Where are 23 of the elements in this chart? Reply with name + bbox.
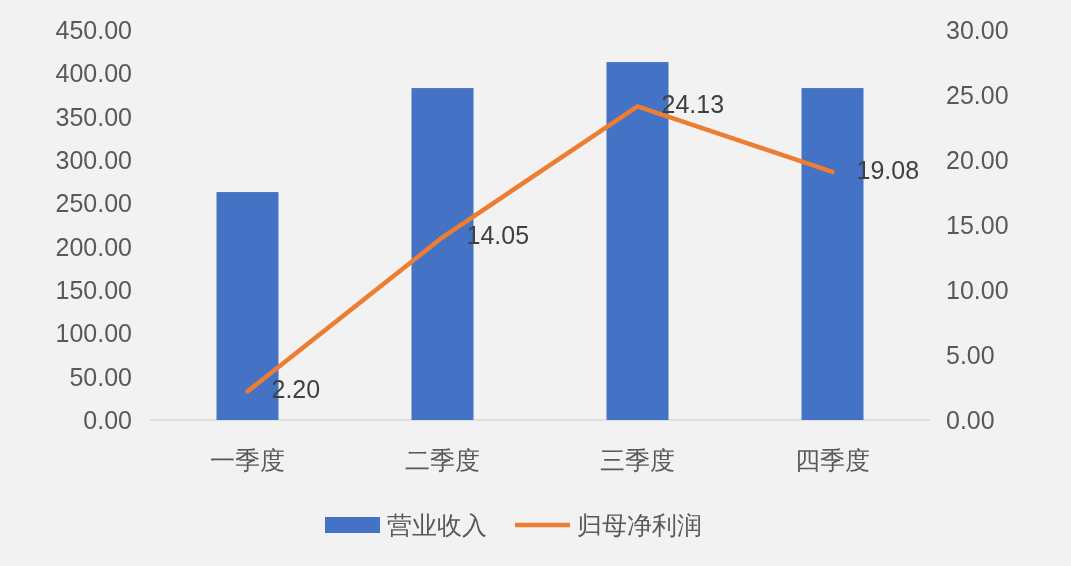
y2-tick-label: 0.00 <box>946 406 995 434</box>
y-tick-label: 100.00 <box>55 319 132 348</box>
y2-tick-label: 10.00 <box>946 276 1009 304</box>
legend-label: 营业收入 <box>387 511 487 539</box>
y-tick-label: 50.00 <box>69 362 132 391</box>
y2-tick-label: 20.00 <box>946 146 1009 174</box>
y-tick-label: 300.00 <box>55 146 132 174</box>
x-tick-label: 二季度 <box>405 446 480 474</box>
legend-label: 归母净利润 <box>577 511 702 539</box>
y2-tick-label: 15.00 <box>946 211 1009 239</box>
x-tick-label: 一季度 <box>210 446 285 474</box>
y-tick-label: 450.00 <box>55 16 132 44</box>
y-tick-label: 0.00 <box>83 406 132 434</box>
x-tick-label: 四季度 <box>795 446 870 474</box>
x-tick-label: 三季度 <box>600 446 675 474</box>
y-tick-label: 250.00 <box>55 189 132 218</box>
y-tick-label: 200.00 <box>55 232 132 261</box>
y2-tick-label: 25.00 <box>946 81 1009 109</box>
y2-tick-label: 30.00 <box>946 16 1009 44</box>
y-tick-label: 400.00 <box>55 59 132 88</box>
y-tick-label: 350.00 <box>55 102 132 131</box>
y2-tick-label: 5.00 <box>946 341 995 369</box>
y-tick-label: 150.00 <box>55 276 132 304</box>
